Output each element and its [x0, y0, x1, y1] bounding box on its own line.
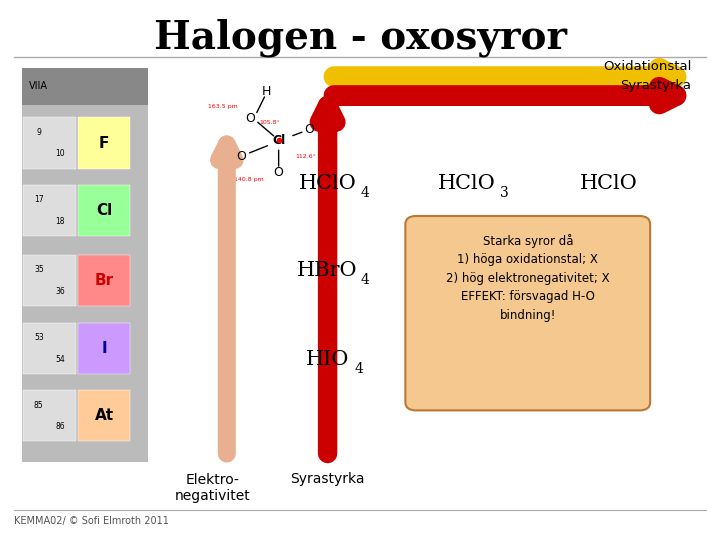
Text: HBrO: HBrO — [297, 260, 358, 280]
Text: 163.5 pm: 163.5 pm — [208, 104, 238, 109]
FancyBboxPatch shape — [22, 68, 148, 462]
Text: 36: 36 — [55, 287, 65, 296]
Text: 3: 3 — [500, 186, 508, 200]
Text: 9: 9 — [37, 128, 41, 137]
Text: 85: 85 — [34, 401, 44, 409]
FancyBboxPatch shape — [78, 255, 130, 306]
Text: HIO: HIO — [306, 349, 349, 369]
Text: Elektro-
negativitet: Elektro- negativitet — [174, 472, 251, 503]
Text: Halogen - oxosyror: Halogen - oxosyror — [153, 19, 567, 57]
Text: KEMMA02/ © Sofi Elmroth 2011: KEMMA02/ © Sofi Elmroth 2011 — [14, 516, 169, 526]
Text: HClO: HClO — [438, 174, 495, 193]
Text: HClO: HClO — [580, 174, 637, 193]
Text: F: F — [99, 136, 109, 151]
Text: 17: 17 — [34, 195, 44, 204]
FancyBboxPatch shape — [78, 390, 130, 442]
Text: 4: 4 — [355, 362, 364, 376]
Text: 86: 86 — [55, 422, 65, 431]
Text: O: O — [274, 166, 284, 179]
Text: Br: Br — [94, 273, 114, 288]
Text: O: O — [305, 123, 315, 136]
Text: H: H — [261, 85, 271, 98]
Text: 112.6°: 112.6° — [296, 154, 316, 159]
Text: I: I — [102, 341, 107, 356]
Text: 54: 54 — [55, 355, 65, 363]
Text: Cl: Cl — [96, 203, 112, 218]
FancyBboxPatch shape — [23, 255, 76, 306]
FancyBboxPatch shape — [23, 322, 76, 374]
Text: 4: 4 — [361, 186, 369, 200]
Text: At: At — [94, 408, 114, 423]
Text: 35: 35 — [34, 266, 44, 274]
Text: 18: 18 — [55, 217, 65, 226]
Text: 105.8°: 105.8° — [260, 120, 280, 125]
FancyBboxPatch shape — [23, 390, 76, 442]
Text: VIIA: VIIA — [29, 82, 48, 91]
FancyBboxPatch shape — [23, 185, 76, 237]
Text: Oxidationstal: Oxidationstal — [603, 60, 691, 73]
Text: HClO: HClO — [299, 174, 356, 193]
FancyBboxPatch shape — [78, 322, 130, 374]
Text: O: O — [245, 112, 255, 125]
FancyBboxPatch shape — [23, 117, 76, 168]
FancyBboxPatch shape — [78, 185, 130, 237]
Text: 53: 53 — [34, 333, 44, 342]
Text: Syrastyrka: Syrastyrka — [290, 472, 365, 487]
Text: O: O — [236, 150, 246, 163]
Text: Starka syror då
1) höga oxidationstal; X
2) hög elektronegativitet; X
EFFEKT: fö: Starka syror då 1) höga oxidationstal; X… — [446, 234, 610, 322]
Text: 140.8 pm: 140.8 pm — [233, 177, 264, 183]
Text: 4: 4 — [361, 273, 369, 287]
FancyBboxPatch shape — [22, 68, 148, 105]
FancyBboxPatch shape — [405, 216, 650, 410]
Text: Cl: Cl — [272, 134, 285, 147]
Text: Syrastyrka: Syrastyrka — [620, 79, 691, 92]
FancyBboxPatch shape — [78, 117, 130, 168]
Text: 10: 10 — [55, 150, 65, 158]
